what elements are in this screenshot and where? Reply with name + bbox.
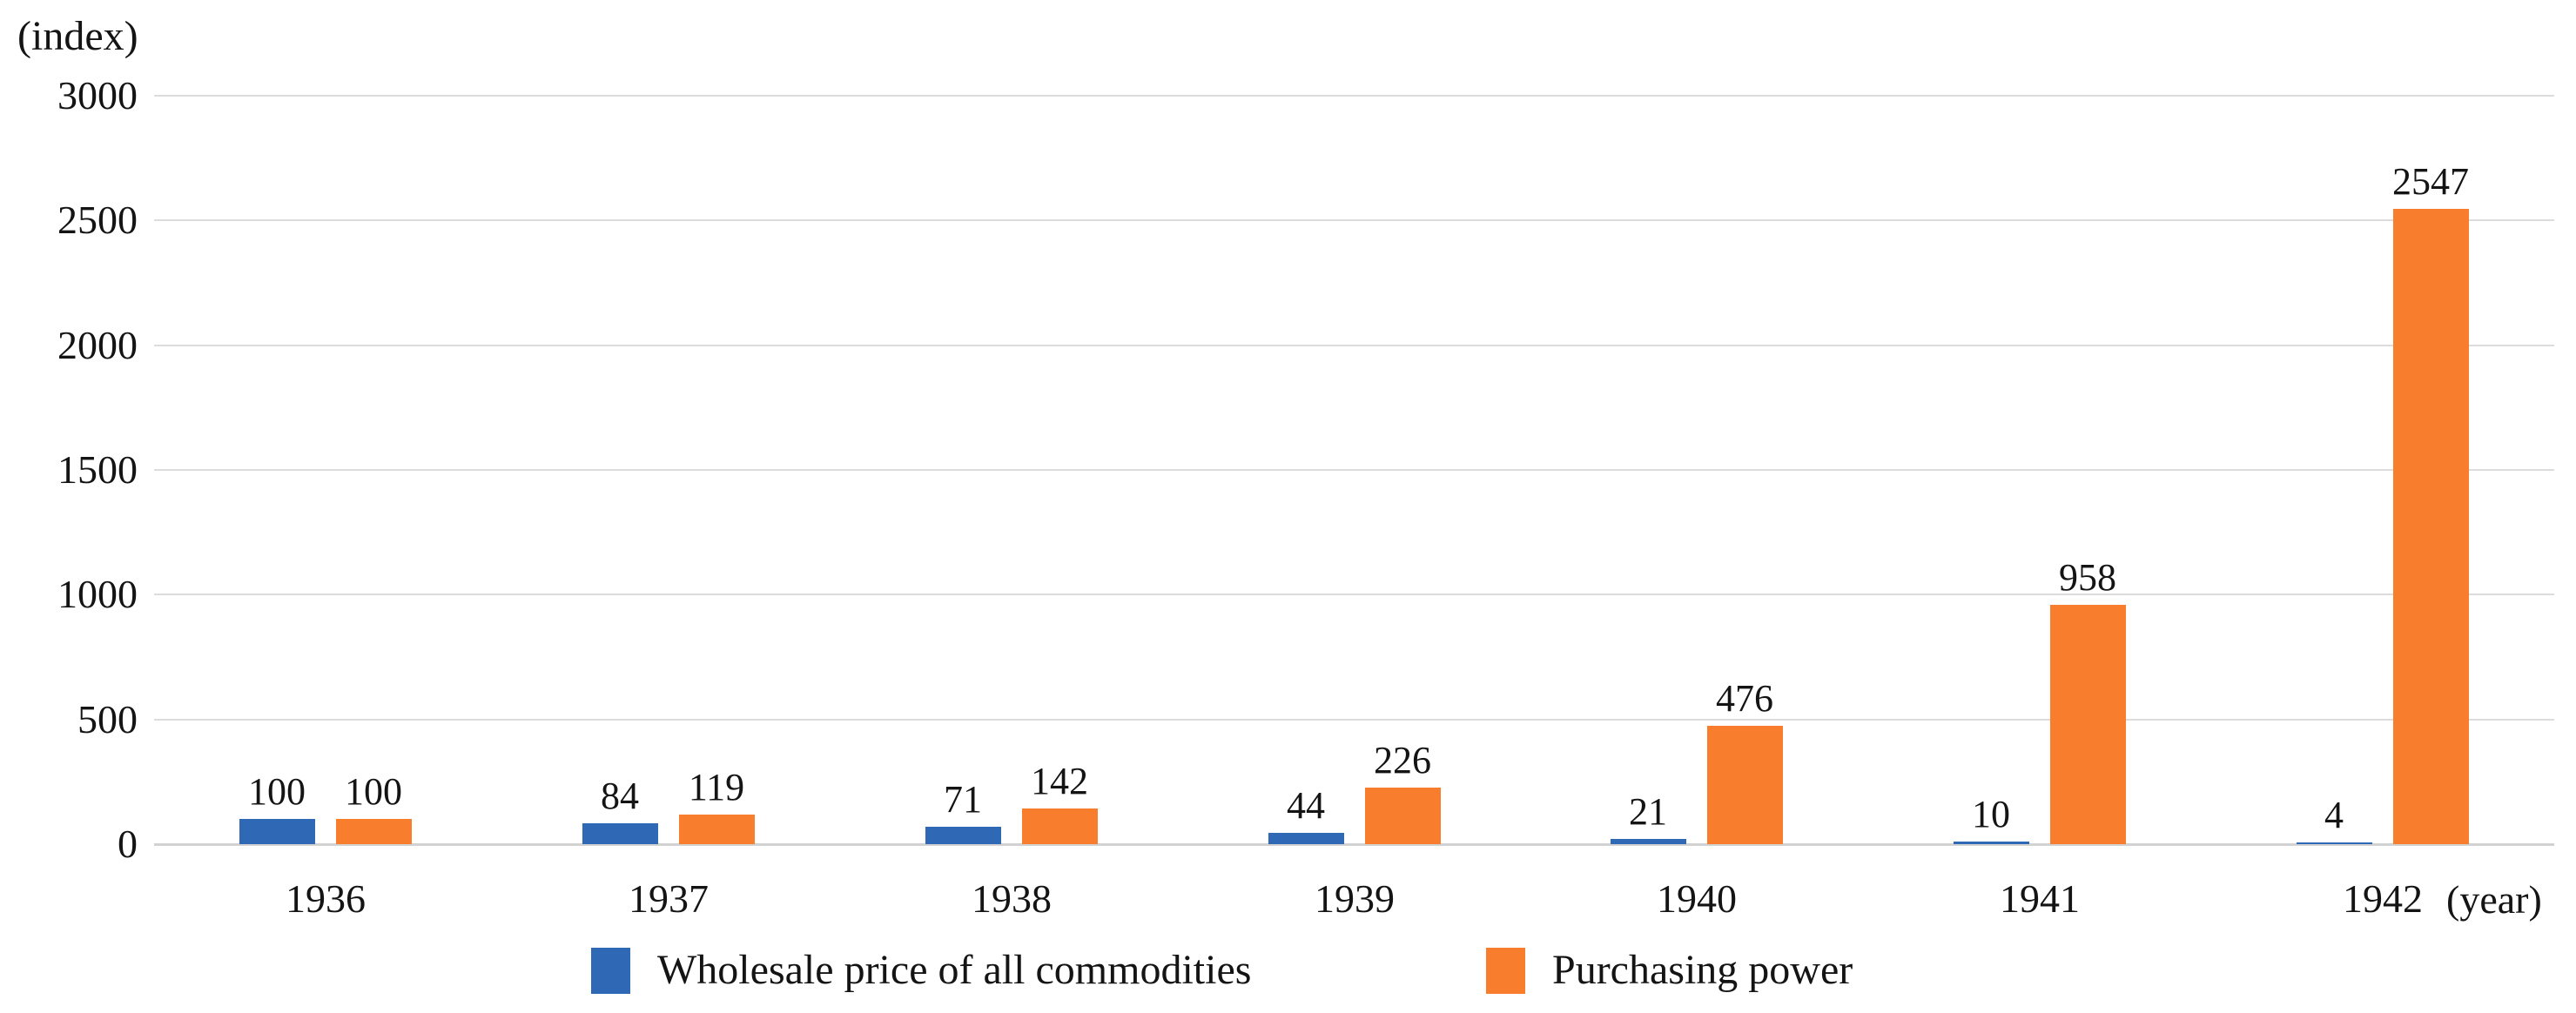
x-tick-label-1938: 1938 — [972, 876, 1052, 921]
legend-item-wholesale-price: Wholesale price of all commodities — [591, 943, 1251, 997]
bar-wholesale-price-1939 — [1268, 833, 1344, 844]
gridline-1500 — [154, 469, 2554, 471]
data-label-wholesale-price-1938: 71 — [944, 778, 982, 821]
x-tick-label-1942: 1942 — [2343, 876, 2423, 921]
legend-label-wholesale-price: Wholesale price of all commodities — [657, 947, 1252, 993]
data-label-wholesale-price-1936: 100 — [248, 770, 306, 813]
bar-purchasing-power-1939 — [1365, 788, 1441, 844]
gridline-1000 — [154, 594, 2554, 595]
data-label-purchasing-power-1937: 119 — [688, 766, 745, 808]
x-tick-label-1939: 1939 — [1315, 876, 1395, 921]
x-tick-label-1937: 1937 — [629, 876, 709, 921]
x-tick-label-1941: 1941 — [2000, 876, 2080, 921]
bar-wholesale-price-1940 — [1611, 839, 1686, 844]
data-label-wholesale-price-1939: 44 — [1287, 784, 1325, 827]
x-axis-baseline — [154, 843, 2554, 846]
data-label-wholesale-price-1940: 21 — [1629, 790, 1667, 833]
bar-purchasing-power-1938 — [1022, 808, 1098, 844]
gridline-500 — [154, 719, 2554, 721]
bar-purchasing-power-1940 — [1707, 726, 1783, 844]
legend-swatch-wholesale-price-icon — [591, 947, 630, 994]
data-label-purchasing-power-1938: 142 — [1031, 760, 1088, 802]
data-label-wholesale-price-1942: 4 — [2324, 794, 2344, 836]
y-tick-label-500: 500 — [77, 697, 138, 741]
bar-purchasing-power-1941 — [2050, 605, 2126, 844]
legend-swatch-purchasing-power-icon — [1486, 947, 1525, 994]
y-tick-label-3000: 3000 — [57, 73, 138, 117]
x-axis-title: (year) — [2446, 877, 2542, 922]
y-tick-label-0: 0 — [118, 822, 138, 866]
bar-wholesale-price-1936 — [239, 819, 315, 844]
bar-wholesale-price-1941 — [1954, 842, 2029, 844]
gridline-3000 — [154, 95, 2554, 97]
data-label-purchasing-power-1936: 100 — [345, 770, 402, 813]
gridline-2000 — [154, 345, 2554, 346]
y-tick-label-1000: 1000 — [57, 572, 138, 616]
data-label-wholesale-price-1937: 84 — [601, 775, 639, 817]
bar-purchasing-power-1936 — [336, 819, 412, 844]
data-label-purchasing-power-1942: 2547 — [2392, 160, 2469, 203]
data-label-purchasing-power-1939: 226 — [1374, 739, 1431, 782]
y-tick-label-2500: 2500 — [57, 198, 138, 242]
y-axis-title: (index) — [17, 13, 138, 59]
data-label-purchasing-power-1941: 958 — [2059, 556, 2116, 599]
bar-purchasing-power-1937 — [679, 815, 755, 844]
bar-wholesale-price-1938 — [925, 827, 1001, 844]
y-tick-label-2000: 2000 — [57, 323, 138, 367]
bar-wholesale-price-1937 — [582, 823, 658, 844]
data-label-purchasing-power-1940: 476 — [1716, 677, 1773, 720]
data-label-wholesale-price-1941: 10 — [1972, 793, 2010, 835]
legend-item-purchasing-power: Purchasing power — [1486, 943, 1853, 997]
gridline-2500 — [154, 219, 2554, 221]
x-tick-label-1940: 1940 — [1657, 876, 1737, 921]
x-tick-label-1936: 1936 — [286, 876, 366, 921]
bar-wholesale-price-1942 — [2297, 842, 2372, 844]
legend-label-purchasing-power: Purchasing power — [1552, 947, 1853, 993]
bar-purchasing-power-1942 — [2393, 209, 2469, 844]
y-tick-label-1500: 1500 — [57, 447, 138, 492]
